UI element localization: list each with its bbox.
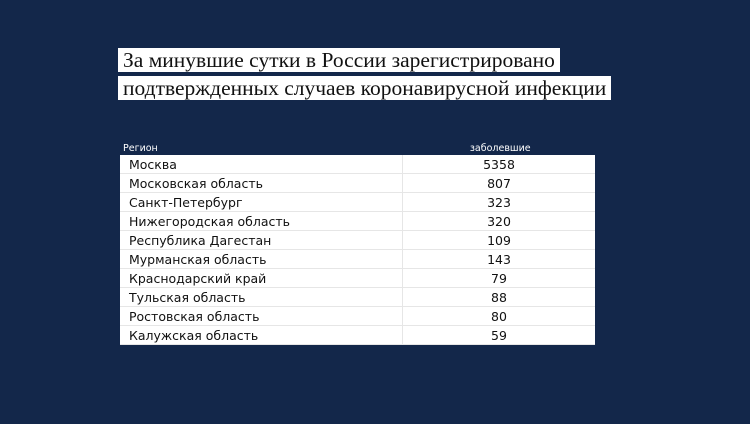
header-row: Регион заболевшие	[120, 141, 595, 155]
table-row: Москва 5358	[120, 155, 595, 174]
table-row: Республика Дагестан 109	[120, 230, 595, 250]
title-line: подтвержденных случаев коронавирусной ин…	[118, 76, 612, 100]
table-row: Калужская область 59	[120, 325, 595, 345]
region-cell: Санкт-Петербург	[120, 192, 403, 212]
table-row: Московская область 807	[120, 173, 595, 193]
table: Регион заболевшие Москва 5358 Московская о…	[120, 141, 595, 345]
cases-cell: 79	[402, 268, 595, 288]
cases-cell: 807	[402, 173, 595, 193]
header-cell: Регион	[123, 142, 158, 154]
cases-cell: 323	[402, 192, 595, 212]
cases-cell: 59	[402, 325, 595, 345]
table-row: Краснодарский край 79	[120, 268, 595, 288]
title: За минувшие сутки в России зарегистриров…	[118, 47, 612, 103]
region-cell: Нижегородская область	[120, 211, 403, 231]
region-cell: Мурманская область	[120, 249, 403, 269]
cases-cell: 5358	[402, 155, 595, 174]
region-cell: Москва	[120, 155, 403, 174]
table-row: Тульская область 88	[120, 287, 595, 307]
table-row: Мурманская область 143	[120, 249, 595, 269]
table-row: Санкт-Петербург 323	[120, 192, 595, 212]
title-line: За минувшие сутки в России зарегистриров…	[118, 48, 560, 72]
cases-cell: 320	[402, 211, 595, 231]
cases-cell: 109	[402, 230, 595, 250]
region-cell: Республика Дагестан	[120, 230, 403, 250]
table-row: Ростовская область 80	[120, 306, 595, 326]
region-cell: Краснодарский край	[120, 268, 403, 288]
header-cell: заболевшие	[469, 142, 531, 154]
cases-cell: 88	[402, 287, 595, 307]
table-body: Москва 5358 Московская область 807 Санкт-Пет…	[120, 155, 595, 345]
cases-cell: 80	[402, 306, 595, 326]
region-cell: Московская область	[120, 173, 403, 193]
region-cell: Ростовская область	[120, 306, 403, 326]
table-row: Нижегородская область 320	[120, 211, 595, 231]
region-cell: Калужская область	[120, 325, 403, 345]
region-cell: Тульская область	[120, 287, 403, 307]
cases-cell: 143	[402, 249, 595, 269]
